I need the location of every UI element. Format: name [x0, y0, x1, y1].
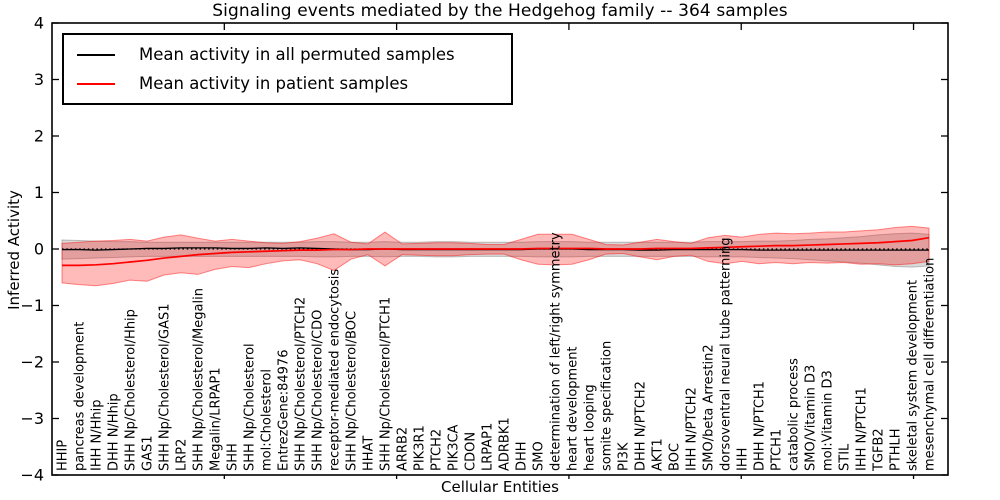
x-tick-label: HHIP: [56, 440, 71, 471]
x-tick-label: PTCH2: [430, 429, 445, 471]
x-tick-label: SHH Np/Cholesterol/GAS1: [158, 303, 173, 471]
x-tick-label: CDON: [464, 432, 479, 471]
y-tick-label: 0: [34, 240, 44, 259]
x-tick-label: PIK3R1: [413, 425, 428, 471]
x-tick-label: GAS1: [141, 436, 156, 472]
x-tick-label: SHH Np/Cholesterol/Megalin: [192, 288, 207, 471]
legend-line-swatch: [77, 82, 115, 85]
x-tick-label: PIK3CA: [447, 424, 462, 471]
x-tick-label: IHH N/PTCH2: [685, 387, 700, 471]
x-tick-label: mol:Cholesterol: [260, 369, 275, 471]
y-tick-label: 2: [34, 127, 44, 146]
x-tick-label: determination of left/right symmetry: [549, 232, 564, 471]
y-tick-label: 4: [34, 14, 44, 33]
y-tick-label: 3: [34, 70, 44, 89]
x-tick-label: SMO: [532, 441, 547, 471]
x-tick-label: SHH Np/Cholesterol/PTCH1: [379, 297, 394, 471]
x-tick-label: DHH N/PTCH1: [753, 381, 768, 471]
x-tick-label: PI3K: [617, 442, 632, 471]
y-tick-label: −1: [20, 296, 44, 315]
x-tick-label: somite specification: [600, 341, 615, 471]
y-tick-label: 1: [34, 183, 44, 202]
x-tick-label: SHH Np/Cholesterol: [243, 343, 258, 471]
x-tick-label: ARRB2: [396, 427, 411, 471]
x-tick-label: Megalin/LRPAP1: [209, 367, 224, 471]
x-tick-label: SMO/beta Arrestin2: [702, 344, 717, 471]
x-tick-label: catabolic process: [787, 358, 802, 471]
x-tick-label: EntrezGene:84976: [277, 350, 292, 471]
legend-item: Mean activity in all permuted samples: [77, 40, 501, 69]
chart-title: Signaling events mediated by the Hedgeho…: [212, 1, 788, 21]
patient-mean-line: [62, 236, 930, 267]
legend-line-swatch: [77, 53, 115, 56]
x-tick-label: HHAT: [362, 436, 377, 471]
x-tick-label: IHH N/PTCH1: [855, 387, 870, 471]
x-tick-label: SHH Np/Cholesterol/CDO: [311, 310, 326, 471]
x-tick-label: receptor-mediated endocytosis: [328, 269, 343, 471]
legend-label: Mean activity in patient samples: [139, 74, 409, 93]
x-tick-label: STIL: [838, 443, 853, 471]
x-tick-label: LRPAP1: [481, 423, 496, 471]
x-tick-label: PTHLH: [889, 428, 904, 471]
legend-label: Mean activity in all permuted samples: [139, 45, 455, 64]
x-tick-label: DHH N/Hhip: [107, 393, 122, 471]
x-tick-label: TGFB2: [872, 428, 887, 472]
x-tick-label: IHH N/Hhip: [90, 400, 105, 472]
y-tick-label: −3: [20, 409, 44, 428]
x-tick-label: AKT1: [651, 438, 666, 471]
y-tick-label: −2: [20, 353, 44, 372]
x-tick-label: mesenchymal cell differentiation: [923, 258, 938, 471]
x-tick-label: SHH Np/Cholesterol/Hhip: [124, 309, 139, 471]
x-tick-label: skeletal system development: [906, 280, 921, 471]
x-tick-label: heart looping: [583, 384, 598, 471]
patient-band: [61, 225, 930, 287]
x-axis-label: Cellular Entities: [441, 478, 559, 496]
y-tick-label: −4: [20, 466, 44, 485]
x-tick-label: SHH Np/Cholesterol/PTCH2: [294, 297, 309, 471]
x-tick-label: heart development: [566, 346, 581, 471]
x-tick-label: PTCH1: [770, 429, 785, 471]
x-tick-label: IHH: [736, 448, 751, 471]
x-tick-label: SMO/Vitamin D3: [804, 365, 819, 471]
y-axis-label: Inferred Activity: [5, 190, 23, 310]
x-tick-label: mol:Vitamin D3: [821, 370, 836, 471]
legend-item: Mean activity in patient samples: [77, 69, 501, 98]
legend: Mean activity in all permuted samples Mea…: [62, 33, 513, 105]
x-tick-label: DHH: [515, 441, 530, 471]
x-tick-label: BOC: [668, 443, 683, 471]
x-tick-label: pancreas development: [73, 322, 88, 471]
x-tick-label: DHH N/PTCH2: [634, 381, 649, 471]
x-tick-label: ADRBK1: [498, 417, 513, 471]
x-tick-label: SHH Np/Cholesterol/BOC: [345, 311, 360, 471]
x-tick-label: dorsoventral neural tube patterning: [719, 238, 734, 471]
x-tick-label: LRP2: [175, 439, 190, 471]
x-tick-label: SHH: [226, 443, 241, 471]
